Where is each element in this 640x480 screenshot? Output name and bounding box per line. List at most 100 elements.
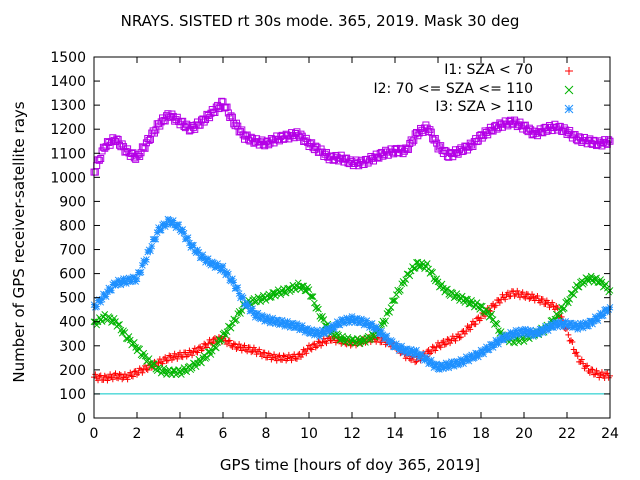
data-point [594,317,602,325]
data-point [461,330,468,337]
data-point [386,340,393,347]
data-point [169,366,177,374]
data-point [538,325,545,333]
y-tick-label: 1100 [50,146,86,162]
data-point [104,377,111,384]
data-point [95,156,103,164]
data-point [598,312,606,320]
data-point [374,325,381,332]
data-point [441,341,448,348]
data-point [560,320,568,328]
data-point [238,126,246,134]
data-point [210,259,217,267]
data-point [306,292,314,300]
data-point [183,368,191,376]
data-point [130,274,138,282]
axes: 0100200300400500600700800900100011001200… [50,50,619,442]
data-point [126,278,134,286]
data-point [594,370,601,377]
data-point [284,355,291,362]
data-point [167,353,174,360]
data-point [598,369,605,376]
data-point [128,278,135,285]
data-point [141,352,149,360]
data-point [560,305,568,312]
data-point [457,334,464,341]
data-point [279,356,286,363]
data-point [234,284,242,291]
data-point [577,319,584,327]
data-point [249,305,256,312]
data-point [122,280,130,287]
data-point [336,336,344,344]
data-point [517,326,525,334]
data-point [167,221,174,228]
data-point [484,131,492,139]
data-point [539,329,547,337]
data-point [514,287,521,294]
data-point [204,255,212,262]
data-point [578,356,585,363]
data-point [120,374,127,381]
data-point [191,345,198,352]
data-point [208,347,216,355]
x-tick-label: 10 [300,426,318,442]
data-point [245,302,252,310]
data-point [434,278,442,286]
data-point [289,319,297,327]
x-tick-label: 20 [515,426,533,442]
data-point [535,330,543,338]
data-point [298,322,306,329]
data-point [564,299,572,307]
data-point [397,287,404,294]
data-point [227,112,235,120]
data-point [442,286,450,293]
data-point [398,342,406,350]
data-point [228,113,236,121]
data-point [110,279,118,287]
data-point [230,279,238,286]
data-point [383,332,391,340]
data-point [259,313,267,320]
data-point [391,297,399,304]
data-point [410,351,418,359]
data-point [138,366,145,373]
data-point [207,351,215,358]
data-point [579,324,587,332]
data-point [345,319,353,327]
data-point [362,320,369,327]
data-point [198,254,205,261]
data-point [191,125,199,133]
data-point [202,341,209,348]
data-point [310,341,317,348]
data-point [582,318,590,326]
data-point [570,323,578,331]
data-point [144,248,152,256]
data-point [132,278,140,285]
data-point [448,358,455,365]
data-point [581,279,588,286]
x-tick-label: 2 [133,426,142,442]
x-tick-label: 16 [429,426,447,442]
data-point [317,329,325,336]
data-point [145,136,153,144]
data-point [437,142,445,150]
y-tick-label: 100 [59,387,86,403]
data-point [161,117,169,125]
data-point [272,320,279,328]
data-point [286,323,294,331]
y-axis-label: Number of GPS receiver-satellite rays [10,101,28,383]
data-point [101,372,108,379]
data-point [156,122,164,130]
data-point [421,357,428,364]
data-point [438,280,446,288]
data-point [388,338,396,345]
y-tick-label: 800 [59,218,86,234]
data-point [333,318,341,325]
data-point [444,285,451,293]
data-point [589,366,596,373]
y-tick-label: 0 [77,411,86,427]
data-point [136,152,144,160]
data-point [455,331,462,338]
